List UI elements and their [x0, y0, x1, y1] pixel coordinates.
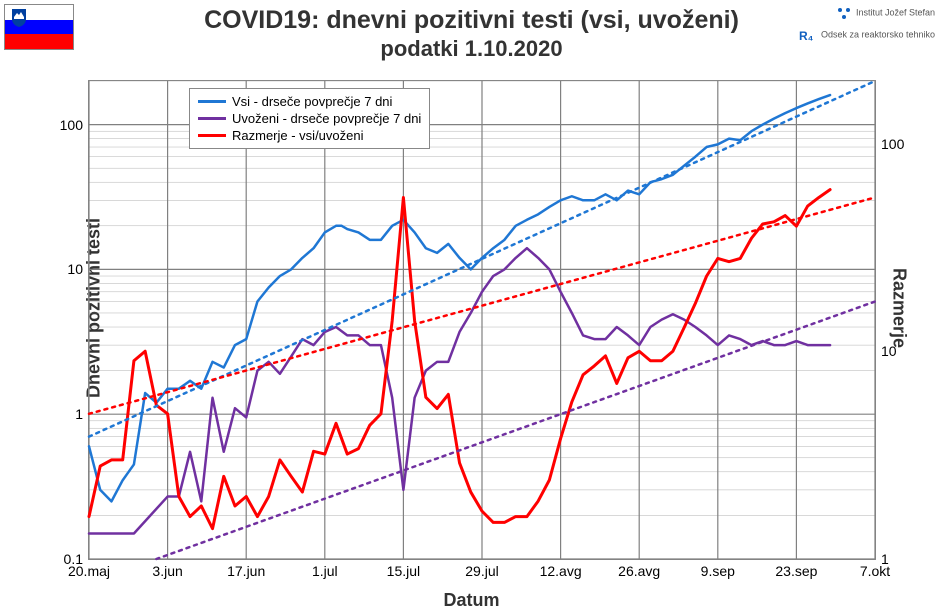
y-left-tick-label: 100: [60, 117, 83, 133]
y-right-tick-label: 1: [881, 551, 889, 567]
series-uvozeni: [89, 248, 830, 533]
series-uvozeni_trend: [156, 302, 875, 559]
institute-logo-2: R₄Odsek za reaktorsko tehniko: [799, 28, 935, 42]
x-tick-label: 1.jul: [312, 563, 338, 579]
x-tick-label: 15.jul: [387, 563, 420, 579]
x-tick-label: 9.sep: [701, 563, 735, 579]
legend-swatch: [198, 100, 226, 103]
x-tick-label: 26.avg: [618, 563, 660, 579]
legend-label: Razmerje - vsi/uvoženi: [232, 128, 364, 143]
institute-logo-1: Institut Jožef Stefan: [836, 6, 935, 20]
legend-swatch: [198, 117, 226, 120]
chart-plot-area: Vsi - drseče povprečje 7 dni Uvoženi - dr…: [88, 80, 876, 560]
chart-legend: Vsi - drseče povprečje 7 dni Uvoženi - dr…: [189, 88, 430, 149]
legend-entry: Uvoženi - drseče povprečje 7 dni: [198, 110, 421, 127]
x-tick-label: 23.sep: [775, 563, 817, 579]
legend-entry: Vsi - drseče povprečje 7 dni: [198, 93, 421, 110]
x-tick-label: 17.jun: [227, 563, 265, 579]
x-tick-label: 3.jun: [152, 563, 182, 579]
legend-label: Uvoženi - drseče povprečje 7 dni: [232, 111, 421, 126]
series-vsi: [89, 95, 830, 501]
x-tick-label: 12.avg: [540, 563, 582, 579]
y-right-tick-label: 10: [881, 343, 897, 359]
legend-label: Vsi - drseče povprečje 7 dni: [232, 94, 392, 109]
legend-entry: Razmerje - vsi/uvoženi: [198, 127, 421, 144]
legend-swatch: [198, 134, 226, 137]
svg-text:R₄: R₄: [799, 29, 814, 42]
y-right-tick-label: 100: [881, 136, 904, 152]
y-left-tick-label: 1: [75, 406, 83, 422]
y-axis-right-label: Razmerje: [888, 267, 909, 347]
series-razmerje: [89, 190, 830, 529]
x-tick-label: 29.jul: [465, 563, 498, 579]
y-left-tick-label: 10: [67, 261, 83, 277]
x-axis-label: Datum: [0, 590, 943, 611]
y-left-tick-label: 0.1: [64, 551, 83, 567]
